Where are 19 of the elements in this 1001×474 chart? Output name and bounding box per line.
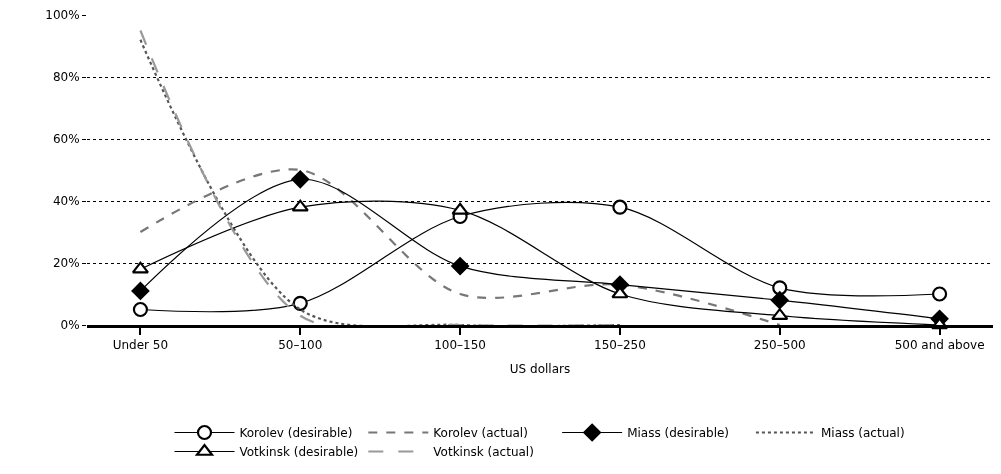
x-tick-label: 150–250 — [594, 338, 646, 353]
y-tick-label: 60% — [52, 132, 80, 147]
legend-label: Votkinsk (desirable) — [239, 445, 359, 460]
y-tick-label: 100% — [45, 8, 80, 23]
legend-label: Korolev (actual) — [433, 426, 528, 441]
x-axis-title: US dollars — [509, 361, 571, 376]
legend-label: Votkinsk (actual) — [433, 445, 534, 460]
y-tick-label: 80% — [52, 70, 80, 85]
x-tick-label: 50–100 — [278, 338, 323, 353]
x-tick-label: 500 and above — [894, 338, 985, 353]
y-tick-label: 0% — [60, 318, 80, 333]
x-tick-label: 100–150 — [434, 338, 486, 353]
legend-label: Korolev (desirable) — [239, 426, 353, 441]
legend-label: Miass (desirable) — [627, 426, 730, 441]
legend-label: Miass (actual) — [820, 426, 905, 441]
x-tick-label: 250–500 — [753, 338, 806, 353]
x-tick-label: Under 50 — [112, 338, 169, 353]
y-tick-label: 40% — [52, 194, 80, 209]
y-tick-label: 20% — [52, 256, 80, 271]
